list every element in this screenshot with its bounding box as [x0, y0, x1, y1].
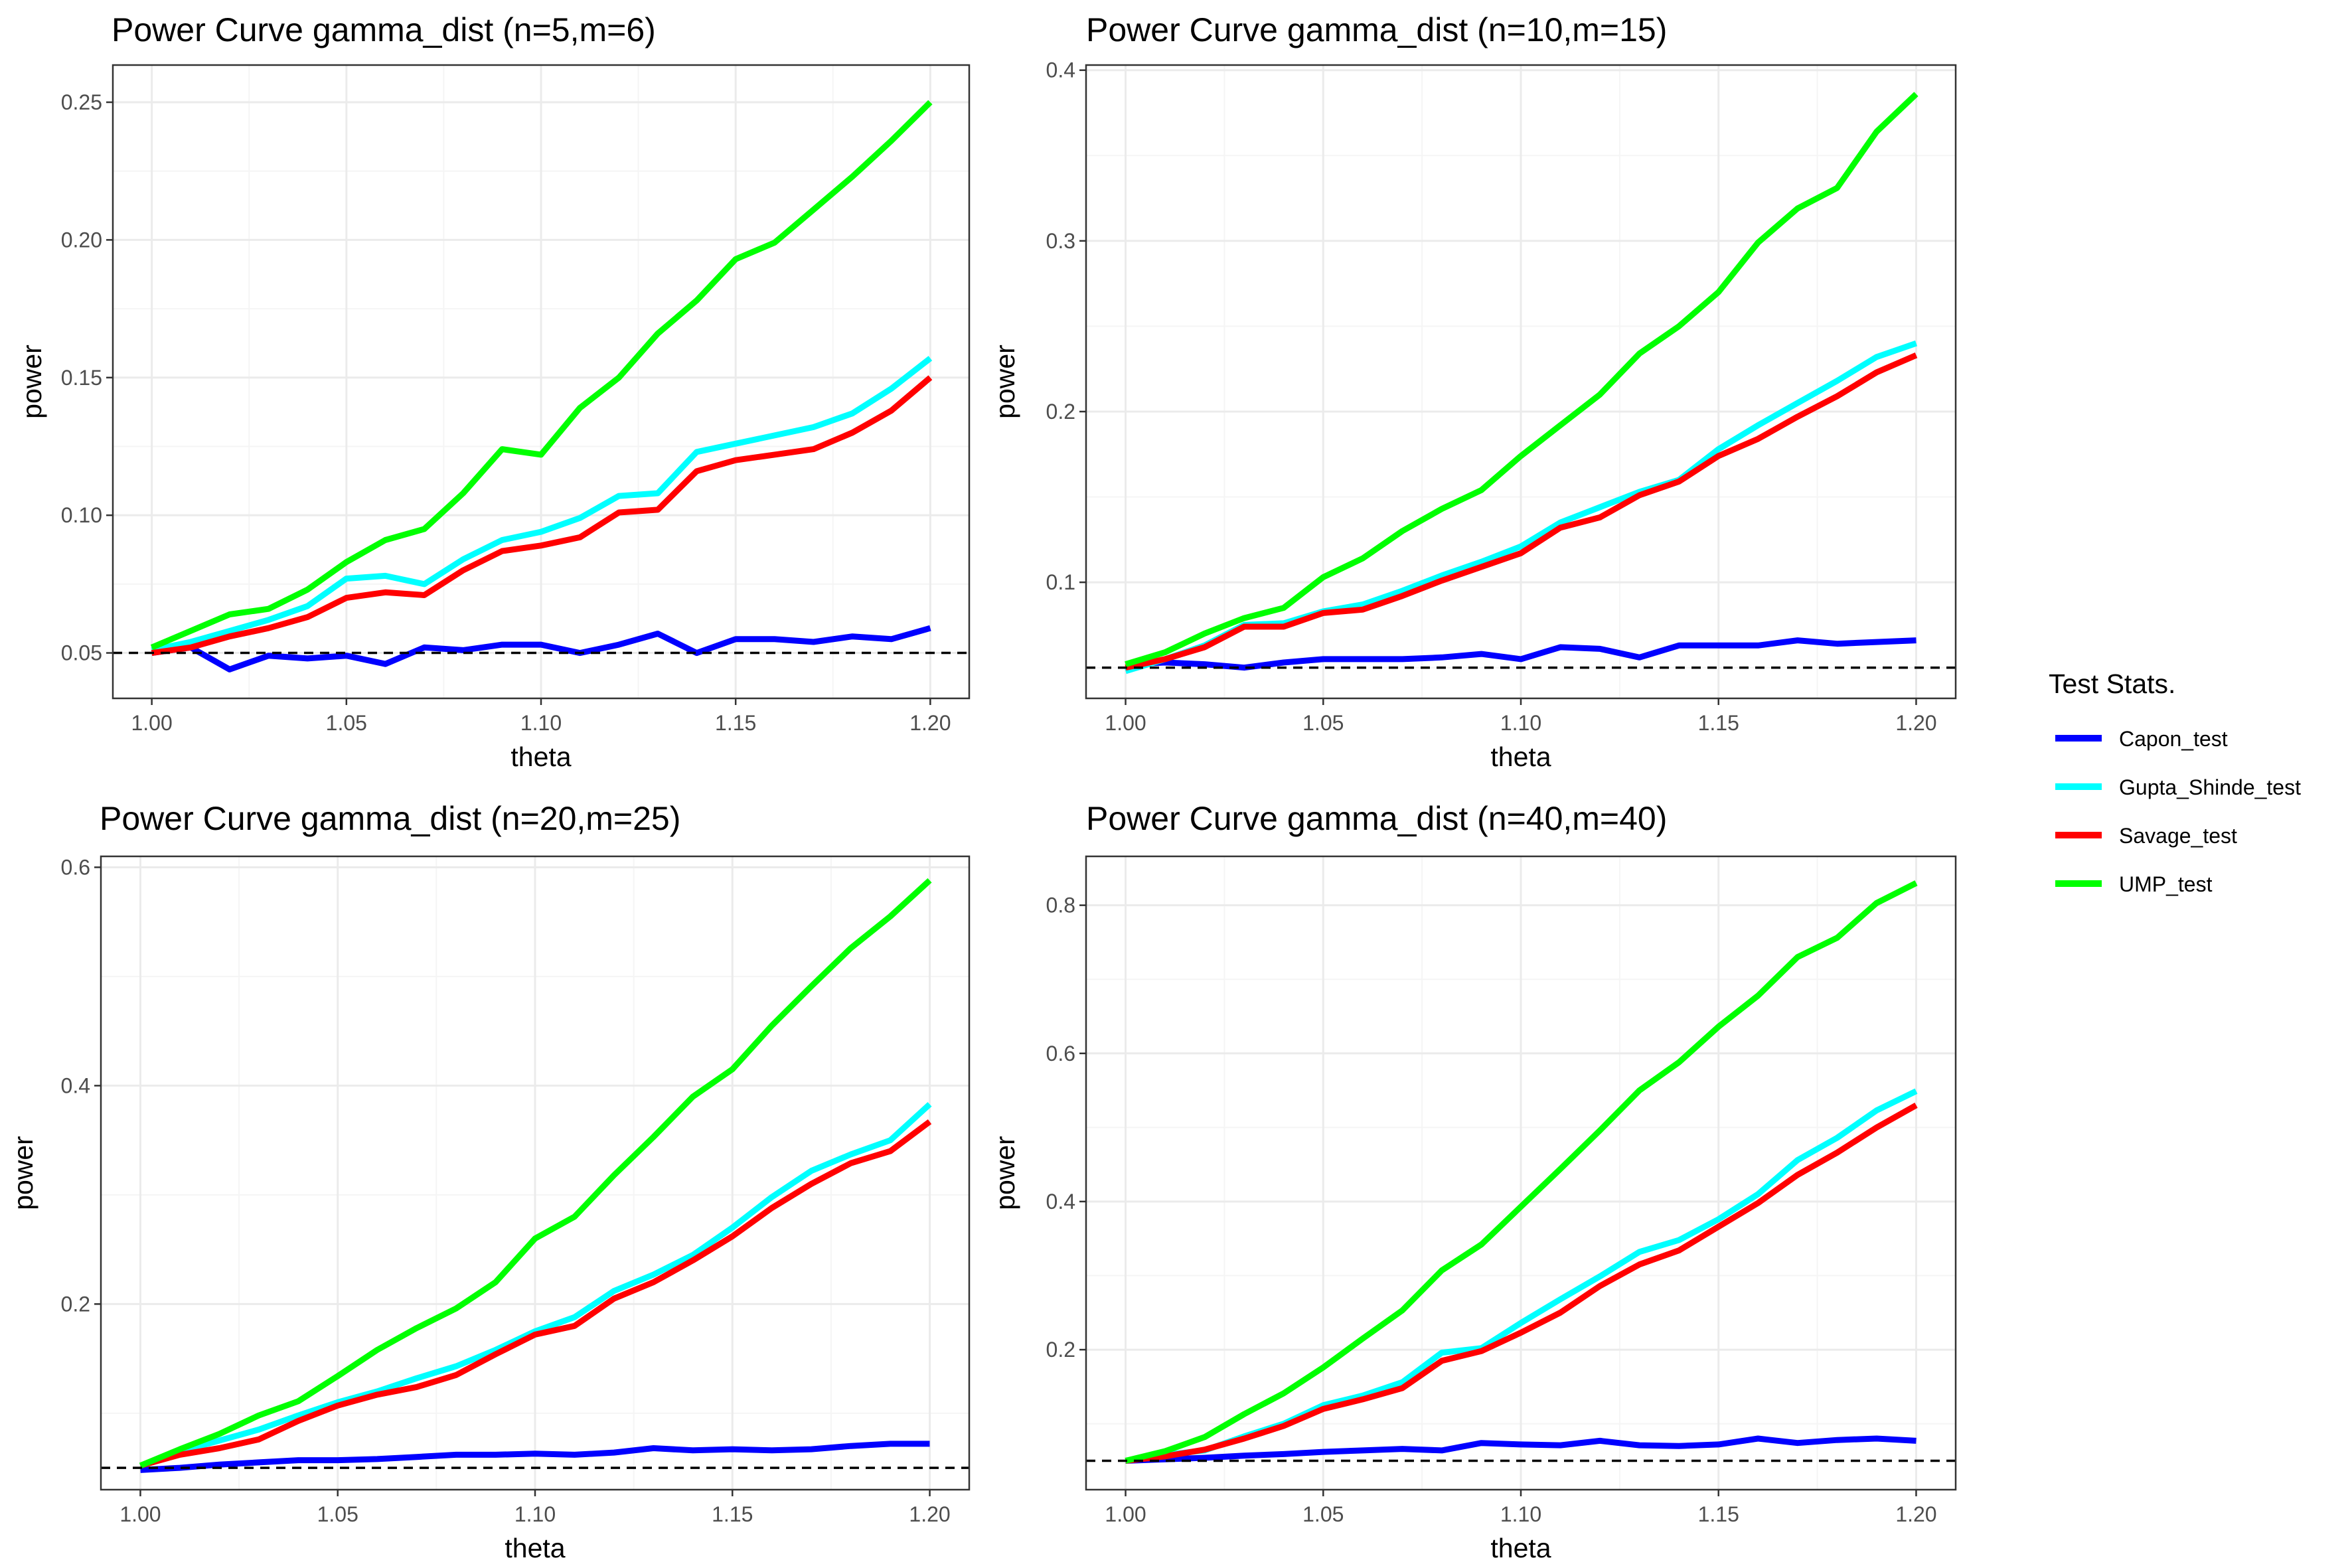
y-axis-title: power	[8, 1136, 39, 1210]
power-chart-n20-m25: 1.00 1.05 1.10 1.15 1.20 0.2 0.4 0.6 theta power P…	[8, 800, 971, 1563]
y-tick-label: 0.05	[61, 641, 102, 665]
series-line-capon	[1125, 1435, 1917, 1464]
y-tick-label: 0.8	[1046, 894, 1075, 917]
series-line-savage	[139, 1119, 932, 1469]
y-tick-label: 0.10	[61, 503, 102, 527]
x-tick-label: 1.20	[909, 711, 951, 735]
power-chart-n40-m40: 1.00 1.05 1.10 1.15 1.20 0.2 0.4 0.6 0.8 theta pow…	[990, 800, 1957, 1563]
y-tick-label: 0.1	[1046, 570, 1075, 594]
series-line-savage	[1125, 1102, 1918, 1464]
series-line-ump	[139, 878, 932, 1468]
x-tick-label: 1.05	[1302, 711, 1344, 735]
y-tick-label: 0.2	[61, 1292, 90, 1316]
x-tick-label: 1.10	[520, 711, 562, 735]
y-tick-label: 0.25	[61, 90, 102, 114]
series-line-ump	[1125, 92, 1919, 667]
x-tick-label: 1.05	[1302, 1502, 1344, 1526]
y-tick-label: 0.4	[61, 1073, 90, 1097]
power-chart-n5-m6: 1.00 1.05 1.10 1.15 1.20 0.05 0.10 0.15 0.20 0.25…	[17, 11, 971, 772]
y-tick-label: 0.20	[61, 228, 102, 252]
legend-label-gupta-shinde: Gupta_Shinde_test	[2119, 775, 2301, 799]
x-axis-title: theta	[1490, 742, 1551, 772]
x-tick-label: 1.15	[712, 1502, 753, 1526]
series-line-ump	[1125, 880, 1918, 1464]
x-axis-title: theta	[510, 742, 571, 772]
legend-title: Test Stats.	[2049, 668, 2175, 699]
legend-item-savage: Savage_test	[2055, 824, 2237, 848]
x-tick-label: 1.05	[317, 1502, 358, 1526]
x-tick-label: 1.15	[715, 711, 756, 735]
x-tick-label: 1.20	[1895, 1502, 1936, 1526]
series-line-savage	[1125, 352, 1918, 671]
legend-item-capon: Capon_test	[2055, 727, 2228, 751]
y-tick-label: 0.4	[1046, 1190, 1075, 1214]
y-tick-label: 0.4	[1046, 58, 1075, 82]
y-tick-label: 0.15	[61, 366, 102, 390]
y-tick-label: 0.6	[61, 855, 90, 879]
legend-label-ump: UMP_test	[2119, 872, 2213, 896]
y-tick-label: 0.3	[1046, 229, 1075, 253]
x-tick-label: 1.15	[1698, 711, 1739, 735]
x-tick-label: 1.00	[1105, 711, 1146, 735]
y-axis-title: power	[990, 345, 1020, 419]
series-line-capon	[140, 1441, 930, 1473]
x-tick-label: 1.00	[1105, 1502, 1146, 1526]
series-line-gupta-shinde	[139, 1102, 932, 1469]
series-line-capon	[151, 625, 931, 672]
legend: Test Stats. Capon_test Gupta_Shinde_test…	[2049, 668, 2301, 896]
chart-title: Power Curve gamma_dist (n=10,m=15)	[1086, 11, 1667, 48]
x-tick-label: 1.20	[909, 1502, 950, 1526]
series-line-capon	[1125, 637, 1917, 671]
x-tick-label: 1.05	[326, 711, 367, 735]
legend-item-ump: UMP_test	[2055, 872, 2213, 896]
series-line-gupta-shinde	[151, 356, 933, 653]
x-tick-label: 1.00	[131, 711, 172, 735]
x-axis-title: theta	[505, 1533, 565, 1563]
x-tick-label: 1.10	[1500, 711, 1541, 735]
legend-label-capon: Capon_test	[2119, 727, 2228, 751]
y-axis-title: power	[990, 1136, 1020, 1210]
legend-label-savage: Savage_test	[2119, 824, 2237, 848]
y-tick-label: 0.2	[1046, 400, 1075, 424]
chart-title: Power Curve gamma_dist (n=20,m=25)	[100, 800, 680, 837]
x-tick-label: 1.00	[119, 1502, 161, 1526]
legend-item-gupta-shinde: Gupta_Shinde_test	[2055, 775, 2301, 799]
x-tick-label: 1.10	[1500, 1502, 1541, 1526]
power-chart-n10-m15: 1.00 1.05 1.10 1.15 1.20 0.1 0.2 0.3 0.4 theta pow…	[990, 11, 1957, 772]
series-line-ump	[150, 100, 933, 651]
chart-title: Power Curve gamma_dist (n=40,m=40)	[1086, 800, 1667, 837]
x-tick-label: 1.10	[514, 1502, 556, 1526]
x-tick-label: 1.15	[1698, 1502, 1739, 1526]
x-tick-label: 1.20	[1895, 711, 1936, 735]
x-axis-title: theta	[1490, 1533, 1551, 1563]
chart-title: Power Curve gamma_dist (n=5,m=6)	[112, 11, 656, 48]
y-tick-label: 0.6	[1046, 1042, 1075, 1065]
series-line-savage	[151, 375, 933, 657]
y-tick-label: 0.2	[1046, 1338, 1075, 1362]
y-axis-title: power	[17, 345, 47, 419]
